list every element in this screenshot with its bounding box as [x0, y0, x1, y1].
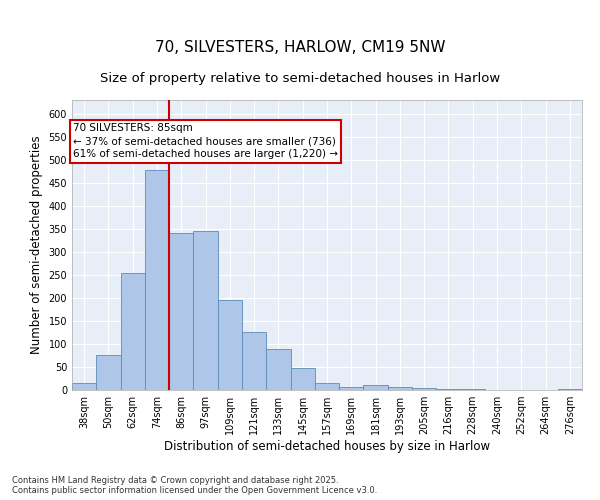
Bar: [242, 332, 266, 390]
Bar: [96, 356, 121, 390]
Bar: [72, 383, 96, 390]
Text: 70, SILVESTERS, HARLOW, CM19 5NW: 70, SILVESTERS, HARLOW, CM19 5NW: [155, 40, 445, 55]
Bar: [412, 388, 436, 390]
Bar: [461, 389, 485, 390]
Text: Size of property relative to semi-detached houses in Harlow: Size of property relative to semi-detach…: [100, 72, 500, 85]
Bar: [145, 170, 169, 390]
Bar: [169, 234, 193, 390]
Bar: [388, 387, 412, 390]
Bar: [315, 383, 339, 390]
Bar: [218, 300, 242, 390]
Y-axis label: Number of semi-detached properties: Number of semi-detached properties: [30, 136, 43, 354]
Bar: [290, 368, 315, 390]
Bar: [558, 389, 582, 390]
Bar: [339, 387, 364, 390]
Text: 70 SILVESTERS: 85sqm
← 37% of semi-detached houses are smaller (736)
61% of semi: 70 SILVESTERS: 85sqm ← 37% of semi-detac…: [73, 123, 338, 160]
X-axis label: Distribution of semi-detached houses by size in Harlow: Distribution of semi-detached houses by …: [164, 440, 490, 453]
Bar: [436, 388, 461, 390]
Bar: [364, 386, 388, 390]
Bar: [193, 231, 218, 390]
Bar: [121, 272, 145, 390]
Bar: [266, 350, 290, 390]
Text: Contains HM Land Registry data © Crown copyright and database right 2025.
Contai: Contains HM Land Registry data © Crown c…: [12, 476, 377, 495]
